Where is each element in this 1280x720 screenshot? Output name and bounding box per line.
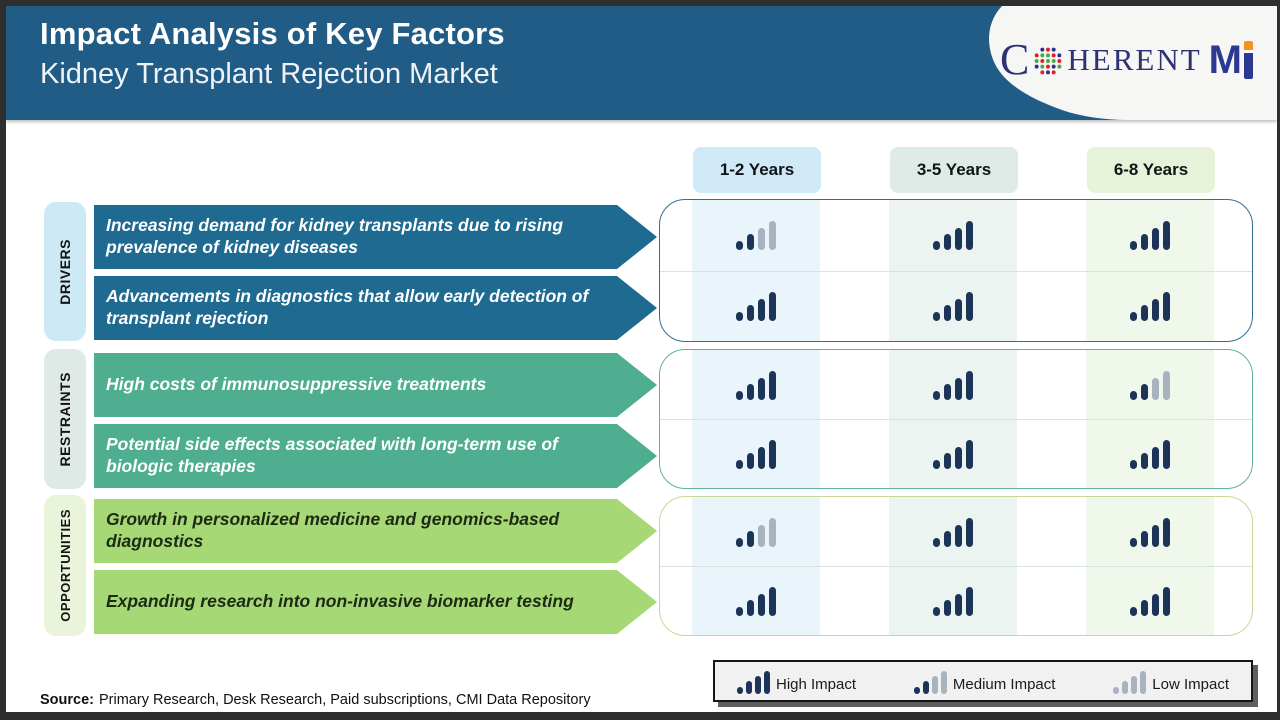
column-header-3-5-years: 3-5 Years bbox=[890, 147, 1018, 193]
category-pill-restraints: RESTRAINTS bbox=[44, 349, 86, 489]
impact-bars-icon bbox=[736, 586, 776, 616]
source-label: Source: bbox=[40, 692, 94, 708]
impact-bars-icon bbox=[1130, 220, 1170, 251]
factor-text: Advancements in diagnostics that allow e… bbox=[106, 286, 589, 328]
legend-item-high: High Impact bbox=[737, 669, 856, 694]
impact-bars-icon bbox=[933, 517, 973, 547]
impact-bars-icon bbox=[736, 439, 776, 469]
legend-item-low: Low Impact bbox=[1113, 669, 1229, 694]
factor-arrow-driver-2: Advancements in diagnostics that allow e… bbox=[94, 276, 657, 340]
impact-bars-icon bbox=[1130, 586, 1170, 616]
impact-bars-icon bbox=[933, 220, 973, 251]
logo-letters-herent: HERENT bbox=[1067, 42, 1202, 77]
coherent-mi-logo: C HERENT M bbox=[1000, 35, 1253, 84]
impact-grid-restraints bbox=[659, 349, 1253, 489]
low-impact-icon bbox=[1113, 669, 1147, 694]
logo-panel: C HERENT M bbox=[957, 6, 1277, 120]
impact-bars-icon bbox=[1130, 291, 1170, 321]
impact-bars-icon bbox=[933, 291, 973, 321]
logo-letter-m: M bbox=[1208, 38, 1242, 82]
factor-arrow-opportunity-2: Expanding research into non-invasive bio… bbox=[94, 570, 657, 634]
impact-grid-opportunities bbox=[659, 496, 1253, 636]
impact-bars-icon bbox=[933, 370, 973, 400]
impact-bars-icon bbox=[1130, 370, 1170, 400]
impact-bars-icon bbox=[933, 586, 973, 616]
logo-letter-c: C bbox=[1000, 35, 1030, 84]
factor-text: Increasing demand for kidney transplants… bbox=[106, 215, 564, 257]
column-header-1-2-years: 1-2 Years bbox=[693, 147, 821, 193]
globe-dots-icon bbox=[1035, 47, 1062, 75]
impact-legend: High Impact Medium Impact Low Impact bbox=[713, 660, 1253, 702]
high-impact-icon bbox=[737, 669, 770, 694]
category-label-opportunities: OPPORTUNITIES bbox=[57, 509, 73, 622]
legend-item-medium: Medium Impact bbox=[913, 669, 1056, 694]
factor-arrow-opportunity-1: Growth in personalized medicine and geno… bbox=[94, 499, 657, 563]
factor-text: Growth in personalized medicine and geno… bbox=[106, 509, 560, 551]
impact-bars-icon bbox=[736, 220, 776, 251]
impact-grid-drivers bbox=[659, 199, 1253, 342]
impact-bars-icon bbox=[1130, 517, 1170, 547]
impact-bars-icon bbox=[736, 291, 776, 321]
source-text: Primary Research, Desk Research, Paid su… bbox=[99, 692, 591, 708]
factor-arrow-driver-1: Increasing demand for kidney transplants… bbox=[94, 205, 657, 269]
factor-text: Potential side effects associated with l… bbox=[106, 434, 558, 476]
source-line: Source: Primary Research, Desk Research, … bbox=[40, 692, 591, 708]
page-title: Impact Analysis of Key Factors bbox=[40, 16, 505, 51]
page-subtitle: Kidney Transplant Rejection Market bbox=[40, 58, 498, 90]
factor-text: Expanding research into non-invasive bio… bbox=[106, 591, 574, 612]
logo-panel-curve bbox=[989, 6, 1277, 120]
legend-label: Medium Impact bbox=[952, 675, 1056, 693]
column-header-6-8-years: 6-8 Years bbox=[1087, 147, 1215, 193]
header-banner: Impact Analysis of Key Factors Kidney Tr… bbox=[6, 6, 1277, 120]
impact-bars-icon bbox=[933, 439, 973, 469]
category-pill-drivers: DRIVERS bbox=[44, 202, 86, 341]
factor-arrow-restraint-1: High costs of immunosuppressive treatmen… bbox=[94, 353, 657, 417]
category-label-restraints: RESTRAINTS bbox=[57, 371, 73, 467]
legend-label: High Impact bbox=[776, 675, 857, 693]
category-pill-opportunities: OPPORTUNITIES bbox=[44, 495, 86, 636]
row-divider bbox=[660, 566, 1252, 567]
row-divider bbox=[660, 270, 1252, 272]
medium-impact-icon bbox=[913, 669, 947, 694]
impact-bars-icon bbox=[736, 517, 776, 547]
logo-i-bar-icon bbox=[1244, 41, 1253, 79]
legend-label: Low Impact bbox=[1152, 675, 1229, 693]
row-divider bbox=[660, 419, 1252, 420]
category-label-drivers: DRIVERS bbox=[57, 238, 73, 305]
impact-bars-icon bbox=[1130, 439, 1170, 469]
factor-text: High costs of immunosuppressive treatmen… bbox=[106, 374, 487, 395]
factor-arrow-restraint-2: Potential side effects associated with l… bbox=[94, 424, 657, 488]
impact-bars-icon bbox=[736, 370, 776, 400]
